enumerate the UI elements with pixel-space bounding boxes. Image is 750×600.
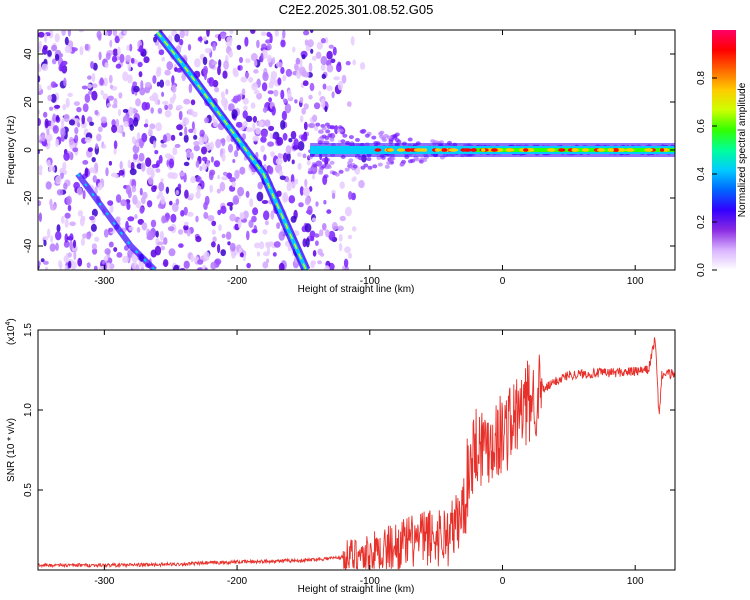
heatmap-tracks [75, 30, 675, 270]
colorbar-tick-label: 0.8 [696, 71, 707, 85]
snr-x-tick-label: -300 [94, 576, 114, 587]
heatmap-x-tick-label: -100 [360, 276, 380, 287]
snr-x-tick-label: -100 [360, 576, 380, 587]
snr-x-tick-label: -200 [227, 576, 247, 587]
heatmap-y-axis: -40 -20 0 20 40 [23, 48, 675, 253]
heatmap-y-tick-label: -40 [23, 238, 34, 253]
heatmap-y-tick-label: 0 [23, 147, 34, 153]
heatmap-y-label: Frequency (Hz) [6, 116, 17, 185]
colorbar: 0.0 0.2 0.4 0.6 0.8 Normalized spectral ampl… [696, 30, 748, 277]
snr-series-group [38, 337, 675, 570]
snr-y-tick-label: 1.5 [23, 323, 34, 337]
snr-panel: -300 -200 -100 0 100 0.5 1.0 1.5 Height of str… [5, 318, 676, 595]
heatmap-x-tick-label: -300 [94, 276, 114, 287]
colorbar-ticks: 0.0 0.2 0.4 0.6 0.8 [696, 71, 717, 277]
colorbar-tick-label: 0.4 [696, 167, 707, 181]
heatmap-x-tick-label: -200 [227, 276, 247, 287]
colorbar-tick-label: 0.6 [696, 119, 707, 133]
colorbar-label: Normalized spectral amplitude [737, 82, 748, 217]
snr-x-tick-label: 0 [500, 576, 506, 587]
snr-scale-suffix: ) [6, 318, 17, 321]
snr-series-line [38, 337, 675, 570]
heatmap-x-label: Height of straight line (km) [298, 284, 415, 295]
heatmap-x-tick-label: 100 [627, 276, 644, 287]
snr-scale-label: (x104) [5, 318, 17, 345]
snr-y-tick-label: 0.5 [23, 483, 34, 497]
snr-plot-area [38, 330, 675, 570]
snr-scale-prefix: (x10 [6, 325, 17, 345]
heatmap-x-tick-label: 0 [500, 276, 506, 287]
snr-x-axis: -300 -200 -100 0 100 [94, 330, 644, 587]
heatmap-y-tick-label: 20 [23, 96, 34, 108]
snr-x-tick-label: 100 [627, 576, 644, 587]
heatmap-y-tick-label: -20 [23, 190, 34, 205]
snr-y-tick-label: 1.0 [23, 403, 34, 417]
snr-y-axis: 0.5 1.0 1.5 [23, 323, 675, 497]
snr-scale-exponent: 4 [5, 322, 12, 326]
colorbar-strip [712, 30, 736, 270]
figure-title: C2E2.2025.301.08.52.G05 [279, 2, 434, 17]
heatmap-x-axis: -300 -200 -100 0 100 [94, 30, 644, 287]
snr-y-label: SNR (10 * v/v) [6, 418, 17, 482]
snr-frame [37, 329, 676, 571]
snr-x-label: Height of straight line (km) [298, 584, 415, 595]
colorbar-tick-label: 0.2 [696, 215, 707, 229]
colorbar-tick-label: 0.0 [696, 263, 707, 277]
heatmap-y-tick-label: 40 [23, 48, 34, 60]
